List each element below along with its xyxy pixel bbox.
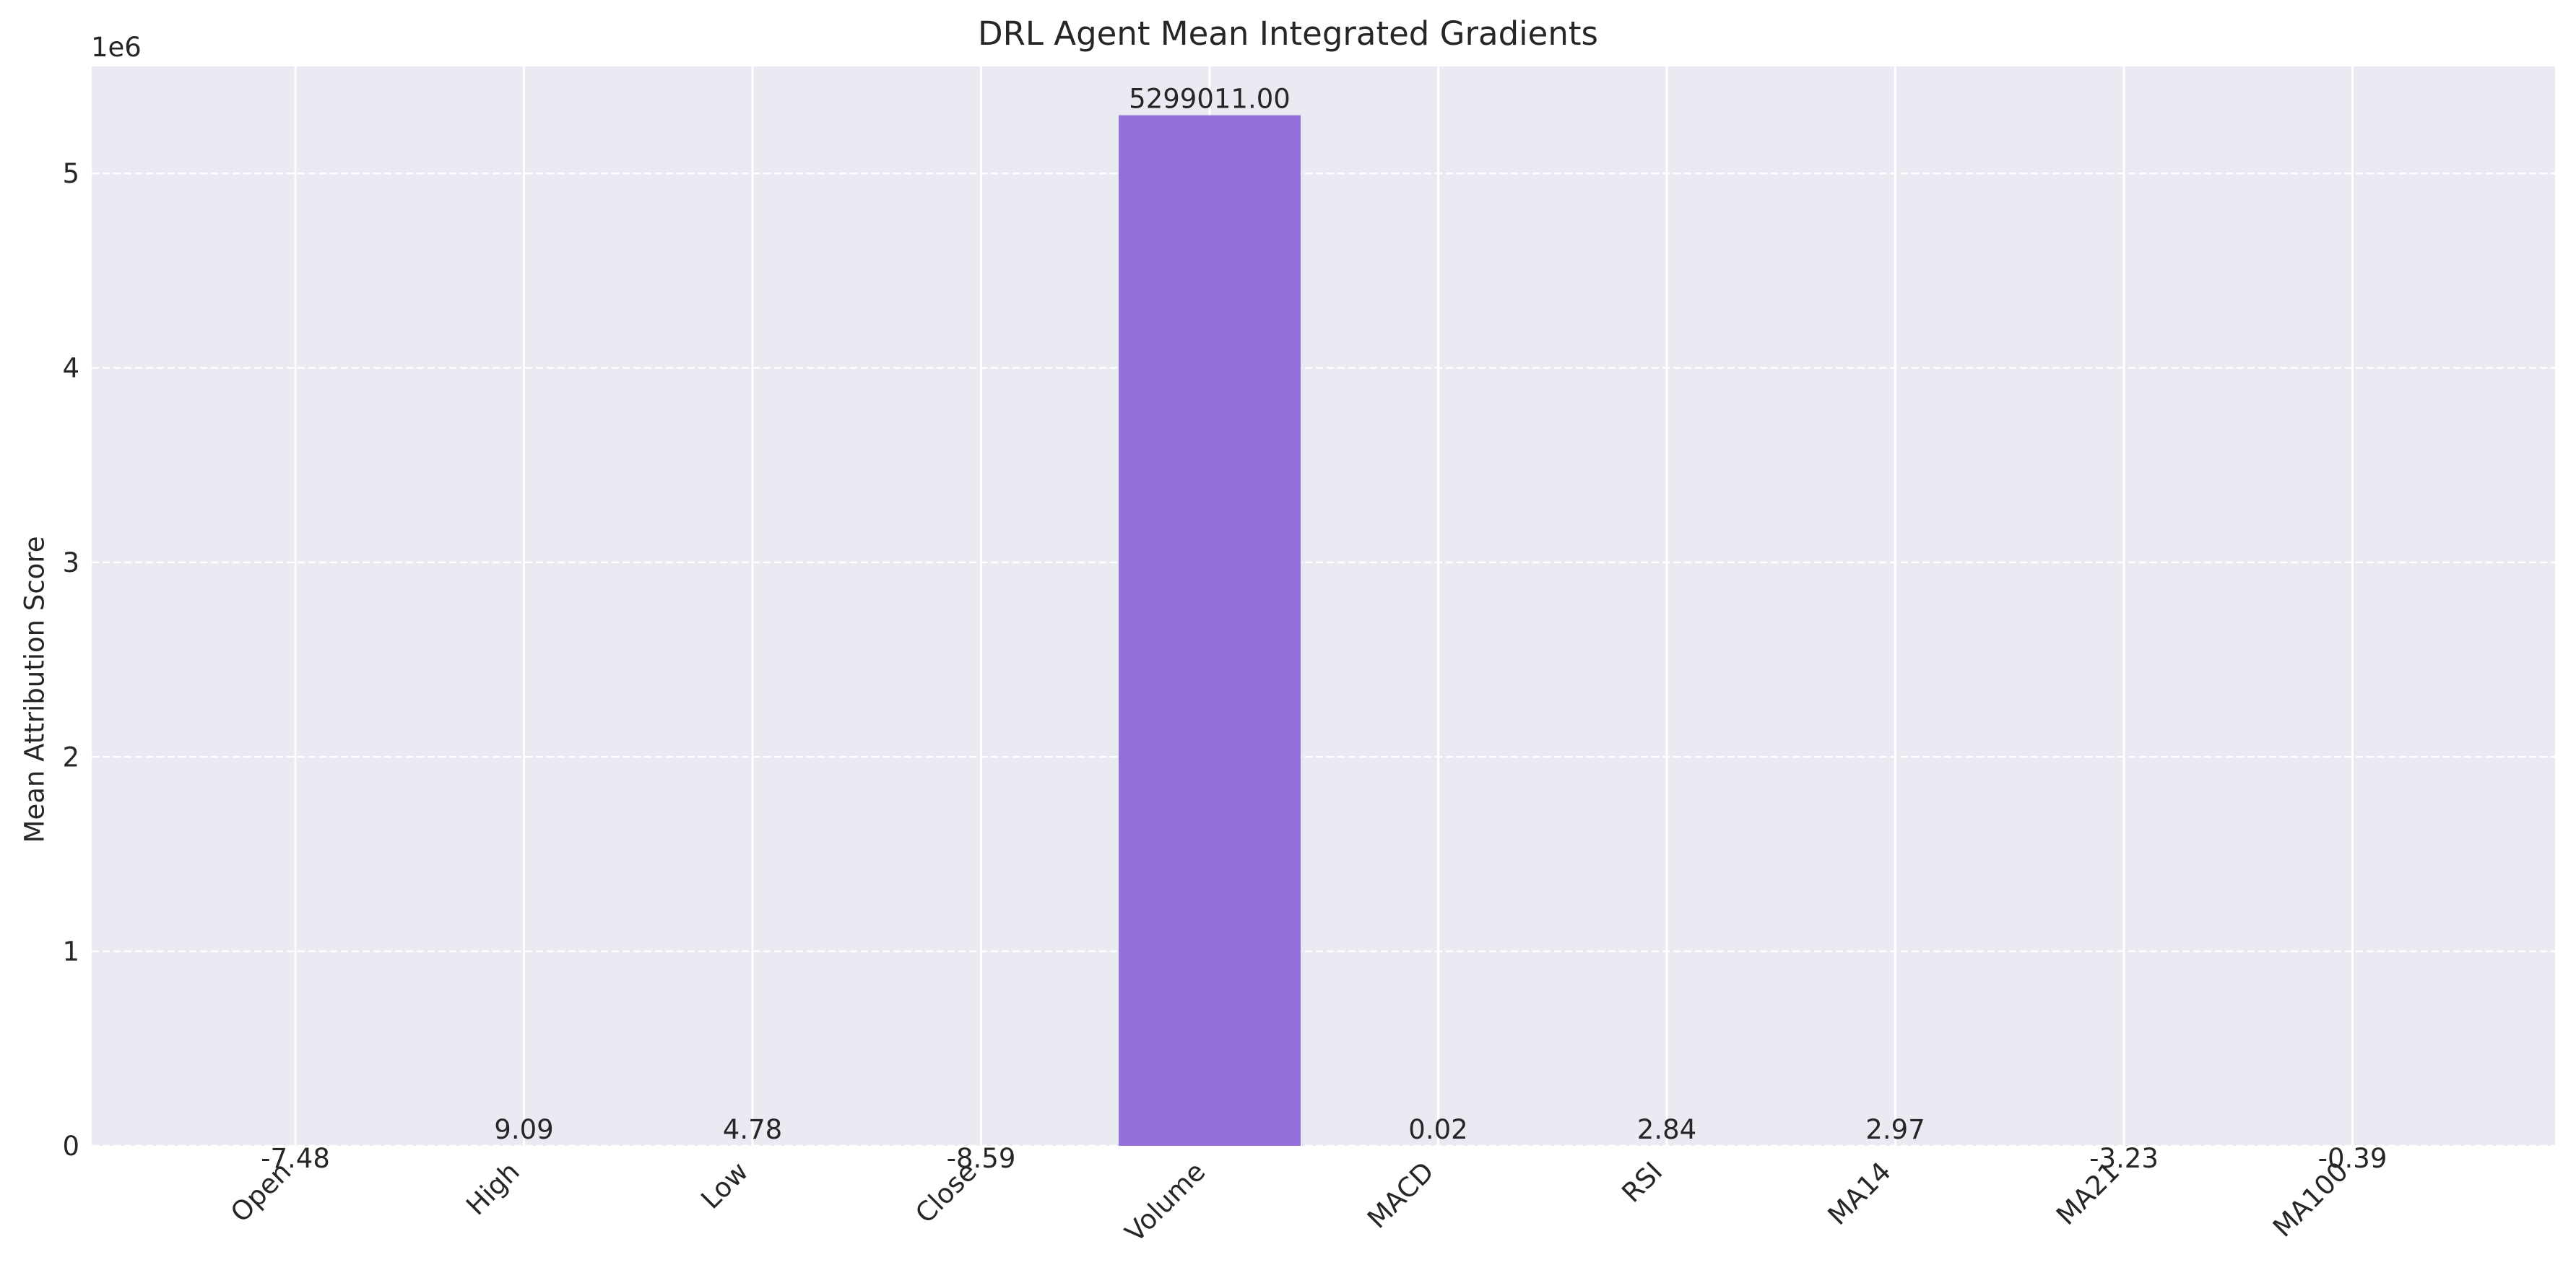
x-tick-label: RSI (1616, 1156, 1668, 1209)
bar-value-label: -8.59 (947, 1143, 1016, 1174)
y-tick-label: 5 (62, 158, 79, 189)
x-tick-label: MA100 (2267, 1156, 2354, 1243)
y-axis-offset-label: 1e6 (91, 32, 142, 63)
bar-value-label: -7.48 (261, 1143, 330, 1174)
x-tick-label: Low (695, 1156, 754, 1215)
y-tick-label: 2 (62, 742, 79, 773)
x-tick-label: Volume (1119, 1156, 1212, 1248)
x-tick-label: MACD (1361, 1156, 1440, 1235)
x-tick-label: High (460, 1156, 526, 1222)
y-axis-label: Mean Attribution Score (19, 536, 51, 843)
plot-area (92, 66, 2555, 1146)
y-tick-label: 4 (62, 353, 79, 384)
bar-value-label: 0.02 (1408, 1114, 1467, 1145)
x-tick-label: MA21 (2050, 1156, 2125, 1231)
bar-value-label: 2.84 (1637, 1114, 1696, 1145)
bar-value-label: 9.09 (494, 1114, 553, 1145)
bar-value-label: 5299011.00 (1129, 84, 1291, 115)
bar-value-label: 2.97 (1865, 1114, 1925, 1145)
bar (1119, 115, 1301, 1146)
chart-title: DRL Agent Mean Integrated Gradients (978, 14, 1598, 53)
x-tick-label: MA14 (1822, 1156, 1897, 1231)
bar-value-label: 4.78 (723, 1114, 782, 1145)
bar-value-label: -0.39 (2318, 1143, 2388, 1174)
y-tick-label: 3 (62, 547, 79, 578)
bar-value-label: -3.23 (2089, 1143, 2159, 1174)
y-tick-label: 1 (62, 936, 79, 968)
y-tick-label: 0 (62, 1131, 79, 1162)
